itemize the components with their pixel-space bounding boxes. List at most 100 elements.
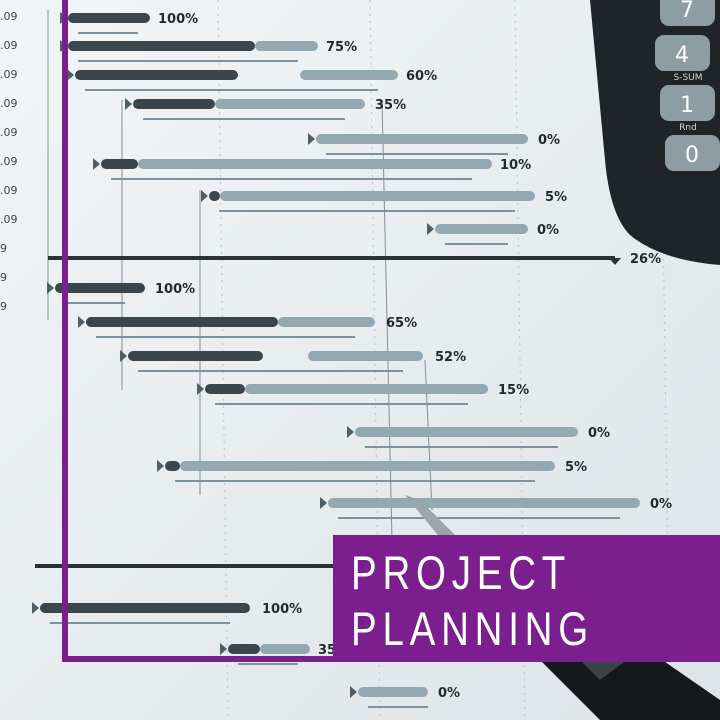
baseline-bar bbox=[138, 370, 403, 372]
calculator-key bbox=[655, 35, 710, 71]
task-progress-bar bbox=[68, 41, 255, 51]
task-progress-bar bbox=[228, 644, 260, 654]
title-line-1: PROJECT bbox=[351, 546, 572, 599]
percent-label: 0% bbox=[538, 133, 560, 148]
baseline-bar bbox=[78, 32, 138, 34]
task-progress-bar bbox=[128, 351, 263, 361]
calculator-key-label: 0 bbox=[685, 143, 699, 168]
task-remaining-bar bbox=[278, 317, 375, 327]
task-remaining-bar bbox=[316, 134, 528, 144]
dependency-arrow bbox=[427, 223, 434, 235]
dependency-arrow bbox=[93, 158, 100, 170]
task-remaining-bar bbox=[308, 351, 423, 361]
calculator-key bbox=[660, 85, 715, 121]
dependency-arrow bbox=[120, 350, 127, 362]
calculator-key-label: 7 bbox=[680, 0, 694, 23]
percent-label: 0% bbox=[438, 686, 460, 701]
date-label: .09 bbox=[0, 184, 18, 197]
baseline-bar bbox=[78, 60, 298, 62]
percent-label: 60% bbox=[406, 69, 437, 84]
task-remaining-bar bbox=[435, 224, 528, 234]
percent-label: 100% bbox=[262, 602, 302, 617]
dependency-arrow bbox=[308, 133, 315, 145]
percent-label: 0% bbox=[650, 497, 672, 512]
dependency-arrow bbox=[125, 98, 132, 110]
date-label: 9 bbox=[0, 242, 7, 255]
task-remaining-bar bbox=[215, 99, 365, 109]
task-progress-bar bbox=[133, 99, 215, 109]
grid-line bbox=[514, 0, 526, 720]
baseline-bar bbox=[111, 178, 472, 180]
grid-line bbox=[369, 0, 381, 720]
task-progress-bar bbox=[209, 191, 220, 201]
summary-bar bbox=[48, 256, 615, 260]
dependency-arrow bbox=[347, 426, 354, 438]
baseline-bar bbox=[50, 622, 230, 624]
percent-label: 65% bbox=[386, 316, 417, 331]
task-remaining-bar bbox=[260, 644, 310, 654]
percent-label: 10% bbox=[500, 158, 531, 173]
dependency-arrow bbox=[32, 602, 39, 614]
dependency-arrow bbox=[197, 383, 204, 395]
baseline-bar bbox=[175, 480, 535, 482]
task-remaining-bar bbox=[138, 159, 492, 169]
task-progress-bar bbox=[86, 317, 278, 327]
task-remaining-bar bbox=[245, 384, 488, 394]
percent-label: 52% bbox=[435, 350, 466, 365]
percent-label: 0% bbox=[588, 426, 610, 441]
calculator-key-caption: Rnd bbox=[679, 123, 697, 133]
summary-bar bbox=[35, 564, 340, 568]
date-label: 9 bbox=[0, 300, 7, 313]
percent-label: 100% bbox=[155, 282, 195, 297]
dependency-arrow bbox=[67, 69, 74, 81]
date-label: .09 bbox=[0, 10, 18, 23]
task-progress-bar bbox=[75, 70, 238, 80]
dependency-arrow bbox=[157, 460, 164, 472]
calculator: 7 4 1 0 S-SUM Rnd bbox=[590, 0, 720, 265]
percent-label: 35 bbox=[318, 643, 336, 658]
date-label: .09 bbox=[0, 213, 18, 226]
dependency-arrow bbox=[47, 282, 54, 294]
percent-label: 35% bbox=[375, 98, 406, 113]
dependency-arrow bbox=[320, 497, 327, 509]
baseline-bar bbox=[96, 336, 355, 338]
task-progress-bar bbox=[205, 384, 245, 394]
milestone-marker bbox=[609, 258, 621, 265]
percent-label: 26% bbox=[630, 252, 661, 267]
calculator-key bbox=[665, 135, 720, 171]
baseline-bar bbox=[215, 403, 468, 405]
task-remaining-bar bbox=[220, 191, 535, 201]
task-progress-bar bbox=[68, 13, 150, 23]
task-remaining-bar bbox=[300, 70, 398, 80]
date-label: .09 bbox=[0, 39, 18, 52]
baseline-bar bbox=[368, 706, 428, 708]
baseline-bar bbox=[65, 302, 125, 304]
frame-horizontal-bar bbox=[62, 656, 334, 662]
task-remaining-bar bbox=[180, 461, 555, 471]
frame-vertical-bar bbox=[62, 0, 68, 662]
calculator-key bbox=[660, 0, 715, 26]
percent-label: 0% bbox=[537, 223, 559, 238]
percent-label: 100% bbox=[158, 12, 198, 27]
dependency-arrow bbox=[220, 643, 227, 655]
percent-label: 5% bbox=[545, 190, 567, 205]
baseline-bar bbox=[365, 446, 558, 448]
task-progress-bar bbox=[101, 159, 138, 169]
baseline-bar bbox=[238, 663, 298, 665]
date-label: .09 bbox=[0, 97, 18, 110]
calculator-key-caption: S-SUM bbox=[673, 73, 702, 83]
title-banner: PROJECT PLANNING bbox=[333, 535, 720, 662]
dependency-arrow bbox=[78, 316, 85, 328]
percent-label: 15% bbox=[498, 383, 529, 398]
title-line-2: PLANNING bbox=[351, 602, 594, 655]
percent-label: 5% bbox=[565, 460, 587, 475]
date-label: .09 bbox=[0, 126, 18, 139]
task-remaining-bar bbox=[355, 427, 578, 437]
task-progress-bar bbox=[165, 461, 180, 471]
baseline-bar bbox=[85, 89, 378, 91]
task-progress-bar bbox=[40, 603, 250, 613]
task-remaining-bar bbox=[255, 41, 318, 51]
task-remaining-bar bbox=[328, 498, 640, 508]
date-label: 9 bbox=[0, 271, 7, 284]
calculator-key-label: 1 bbox=[680, 93, 694, 118]
